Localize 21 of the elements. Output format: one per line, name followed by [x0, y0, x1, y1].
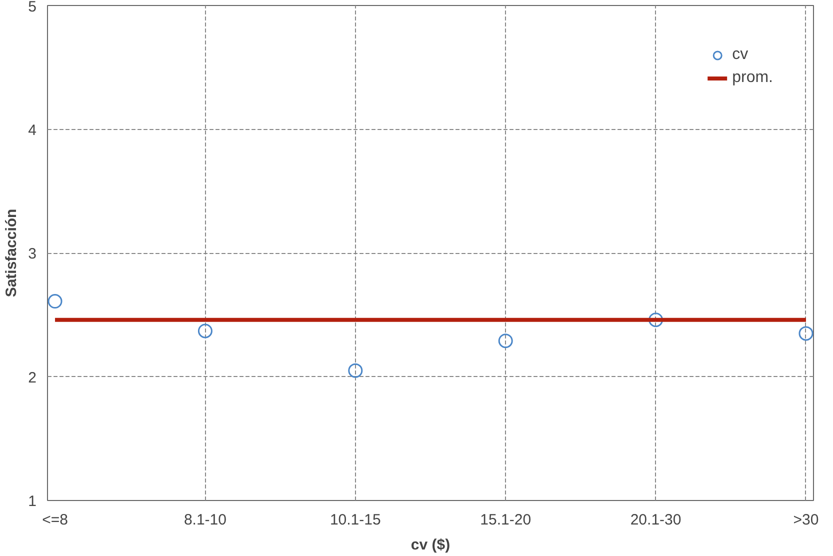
legend-label: cv [732, 46, 750, 64]
point [48, 294, 62, 308]
y-tick-label: 1 [28, 493, 36, 510]
y-tick-label: 3 [28, 246, 36, 262]
x-tick-label: <=8 [42, 512, 68, 528]
point [498, 334, 513, 348]
y-tick-label: 5 [28, 0, 36, 16]
x-tick-label: >30 [793, 512, 819, 528]
x-axis-title: cv ($) [410, 536, 450, 554]
legend-label: prom. [732, 69, 773, 87]
x-tick-label: 20.1-30 [630, 512, 682, 528]
x-tick-label: 8.1-10 [184, 512, 226, 528]
y-tick-label: 2 [28, 369, 36, 386]
point [348, 363, 363, 378]
y-tick-label: 4 [28, 122, 36, 139]
x-tick-label: 15.1-20 [480, 512, 532, 528]
x-tick-label: 10.1-15 [330, 512, 381, 528]
point [798, 326, 814, 341]
y-axis-title: Satisfacción [3, 208, 20, 298]
point [198, 324, 212, 338]
point [648, 312, 664, 328]
